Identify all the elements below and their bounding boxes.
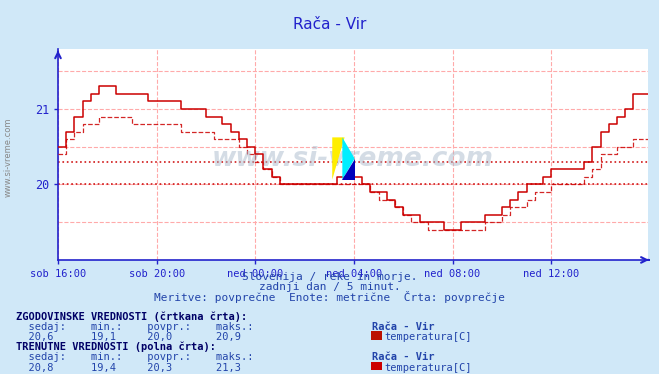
Text: Rača - Vir: Rača - Vir [293,17,366,32]
Polygon shape [332,137,345,180]
Text: sedaj:    min.:    povpr.:    maks.:: sedaj: min.: povpr.: maks.: [16,322,254,332]
Text: Rača - Vir: Rača - Vir [372,352,435,362]
Text: ZGODOVINSKE VREDNOSTI (črtkana črta):: ZGODOVINSKE VREDNOSTI (črtkana črta): [16,311,248,322]
Polygon shape [342,159,355,180]
Text: 20,8      19,4     20,3       21,3: 20,8 19,4 20,3 21,3 [16,363,241,373]
Text: www.si-vreme.com: www.si-vreme.com [212,145,494,172]
Text: Rača - Vir: Rača - Vir [372,322,435,332]
Text: zadnji dan / 5 minut.: zadnji dan / 5 minut. [258,282,401,292]
Text: www.si-vreme.com: www.si-vreme.com [4,117,13,197]
Text: sedaj:    min.:    povpr.:    maks.:: sedaj: min.: povpr.: maks.: [16,352,254,362]
Polygon shape [342,137,355,180]
Text: Slovenija / reke in morje.: Slovenija / reke in morje. [242,272,417,282]
Text: temperatura[C]: temperatura[C] [385,332,473,342]
Text: temperatura[C]: temperatura[C] [385,363,473,373]
Text: Meritve: povprečne  Enote: metrične  Črta: povprečje: Meritve: povprečne Enote: metrične Črta:… [154,291,505,303]
Text: 20,6      19,1     20,0       20,9: 20,6 19,1 20,0 20,9 [16,332,241,342]
Text: TRENUTNE VREDNOSTI (polna črta):: TRENUTNE VREDNOSTI (polna črta): [16,342,216,352]
